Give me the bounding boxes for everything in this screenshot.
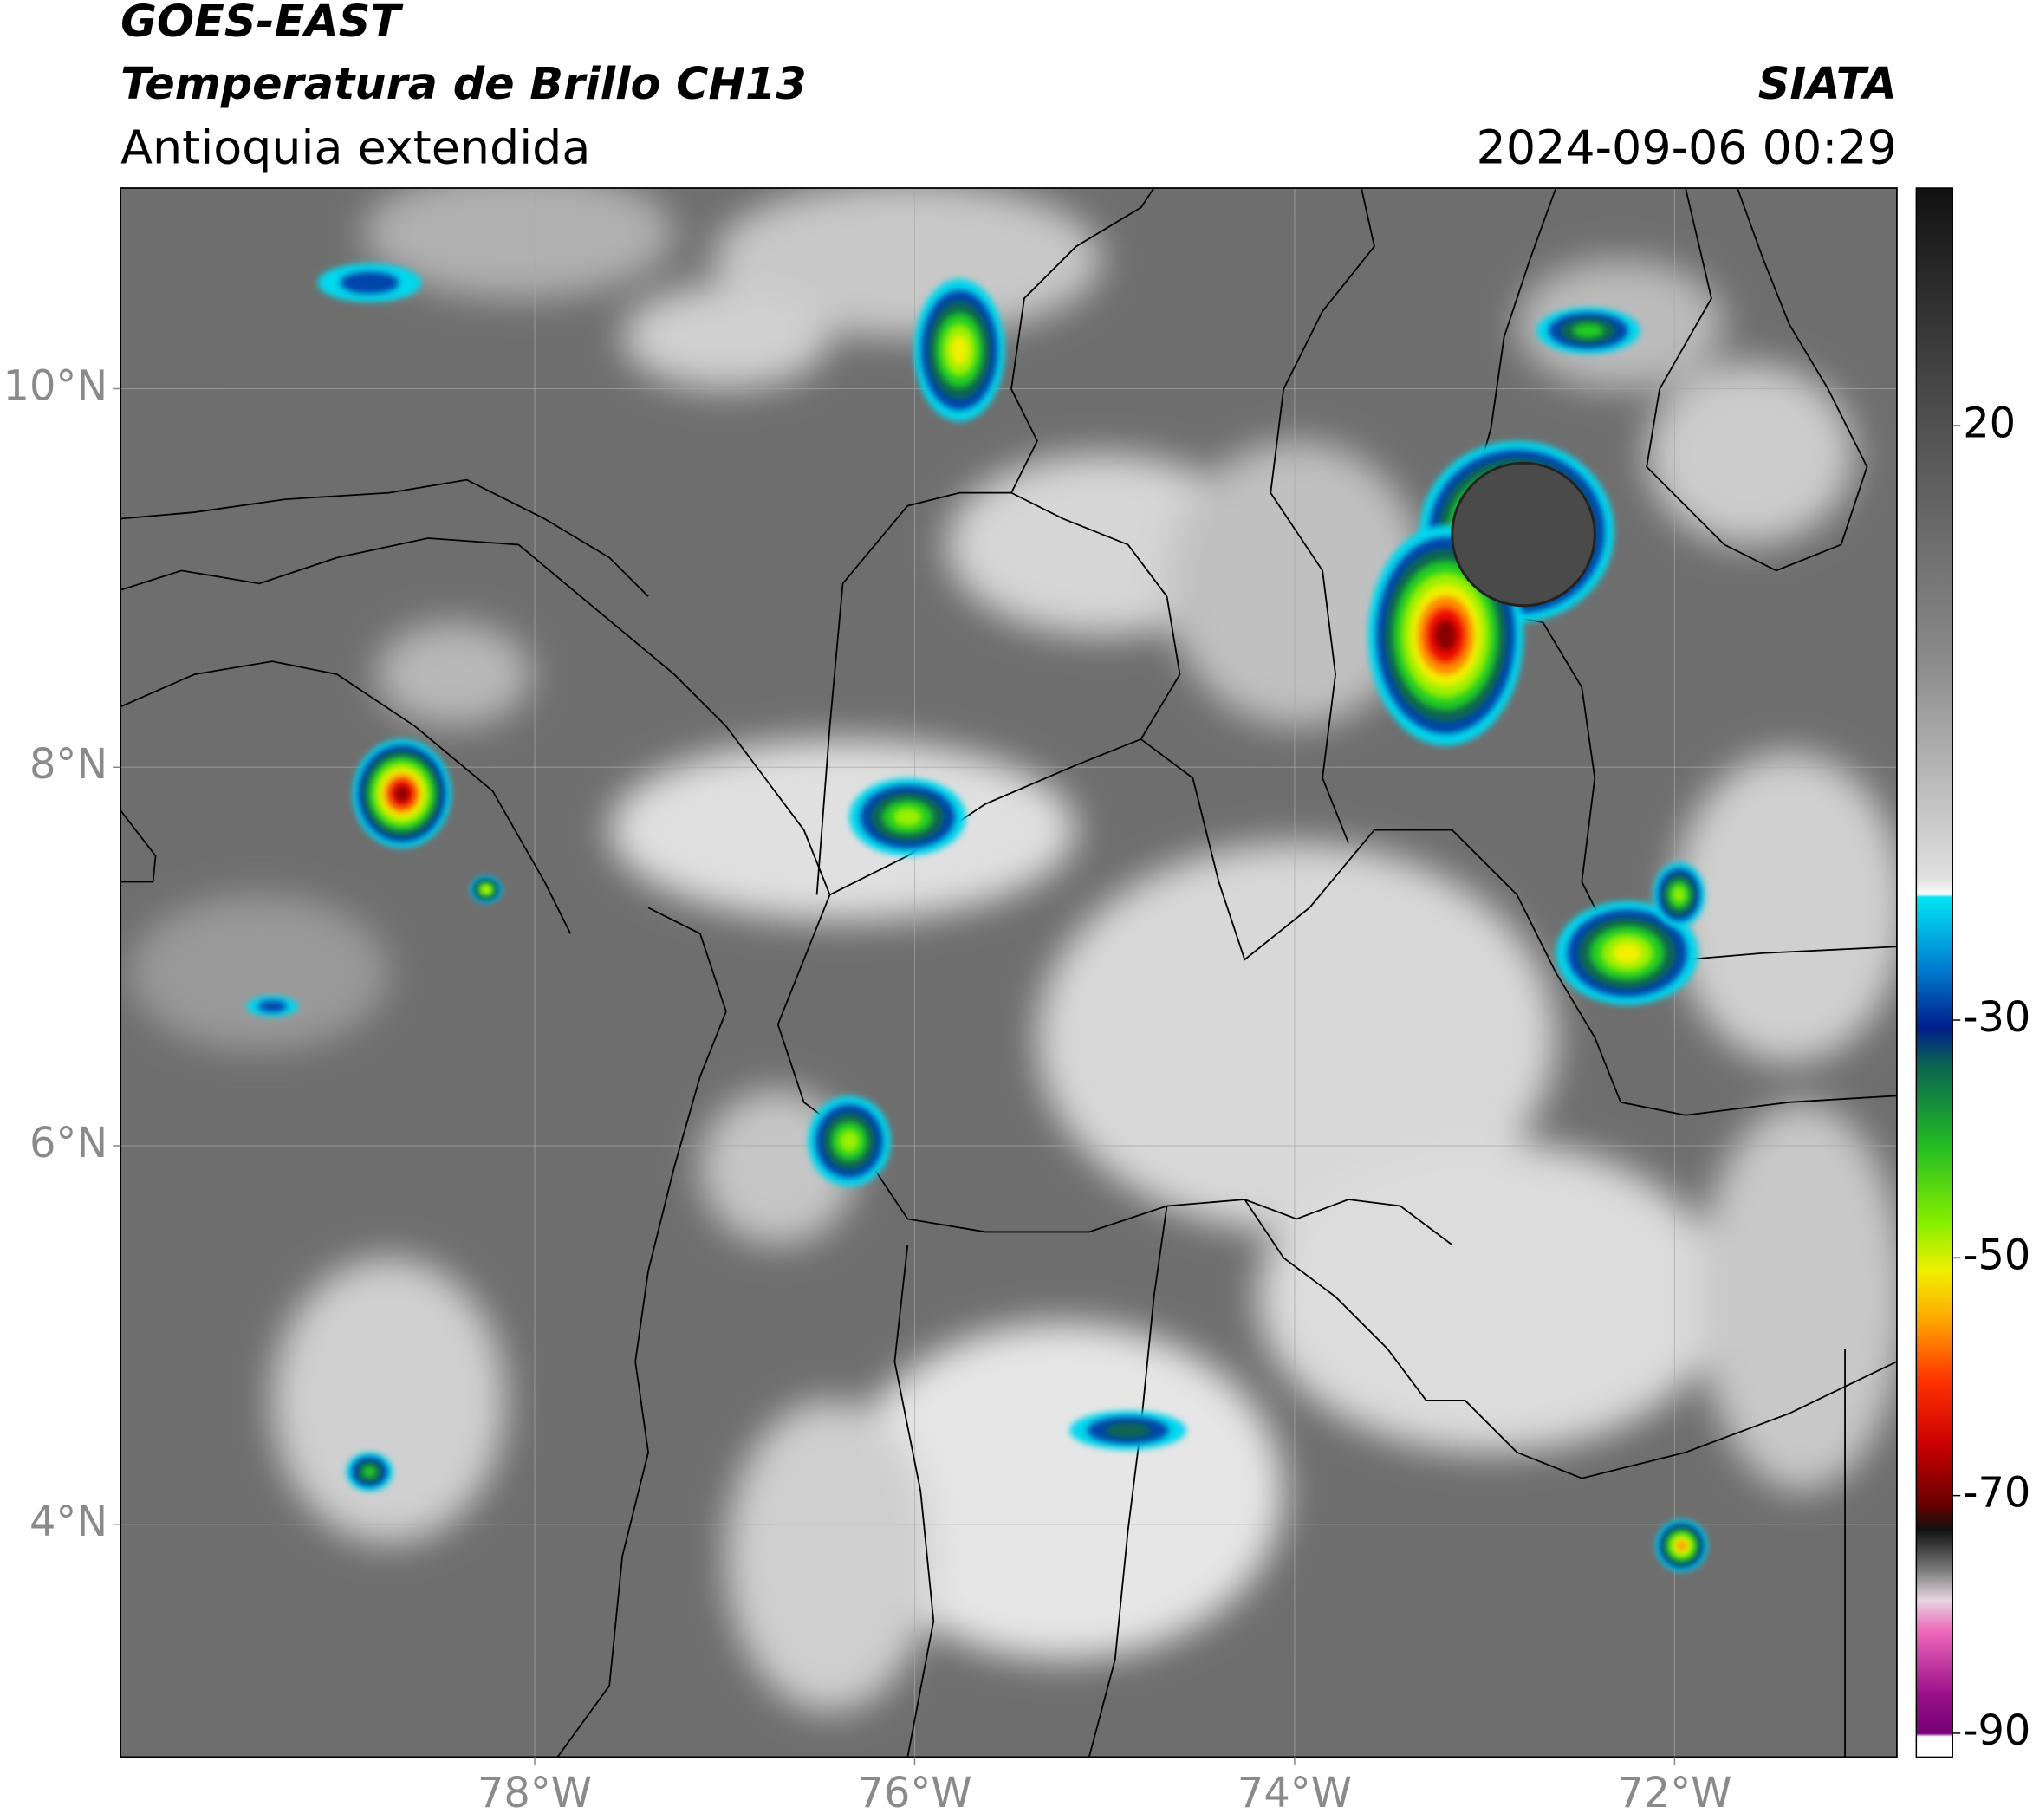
x-tick-label: 78°W (477, 1770, 592, 1817)
cloud (712, 188, 1102, 338)
cloud (622, 285, 830, 389)
x-tick-label: 74°W (1237, 1770, 1352, 1817)
colorbar-tick-label: -30 (1963, 994, 2030, 1042)
y-tick-label: 6°N (29, 1120, 107, 1167)
cloud (842, 1323, 1284, 1661)
timestamp: 2024-09-06 00:29 (1477, 120, 1897, 175)
storm-ring (839, 1129, 860, 1153)
storm-ring (1612, 942, 1642, 965)
source: SIATA (1758, 58, 1897, 109)
borders (120, 188, 1897, 1758)
storm-ring (257, 1000, 288, 1012)
cloud (362, 188, 674, 299)
x-tick-label: 76°W (857, 1770, 971, 1817)
cloud (1647, 362, 1854, 545)
storm-ring (340, 271, 399, 294)
storm-ring (893, 807, 922, 827)
cloud (609, 738, 1076, 921)
colorbar-ticks: 20 -30 -50 -70 -90 (1952, 400, 2030, 1755)
storm-ring (1572, 323, 1604, 338)
cloud (1166, 440, 1426, 726)
cloud (129, 894, 389, 1050)
storm-ring (1677, 1541, 1686, 1550)
storm-ring (1105, 1422, 1152, 1439)
cloud (272, 1258, 506, 1544)
x-tick-label: 72°W (1617, 1770, 1731, 1817)
colorbar (1915, 187, 1953, 1758)
cloud (1673, 751, 1897, 1063)
cold-cloud-tops (246, 263, 1708, 1572)
storm-ring (950, 335, 969, 366)
storm-ring (1673, 887, 1686, 903)
map-area (120, 188, 1897, 1758)
colorbar-tick-label: -50 (1963, 1232, 2030, 1279)
storm-ring (483, 887, 490, 893)
cloud-field (129, 188, 1897, 1713)
overshooting-top (1451, 461, 1596, 608)
cloud (1257, 1141, 1724, 1453)
map-axes: 78°W 76°W 74°W 72°W 10°N 8°N 6°N 4°N (3, 362, 1732, 1817)
cloud (1698, 1102, 1897, 1492)
cloud (375, 622, 532, 726)
cloud (725, 1400, 934, 1713)
storm-ring (394, 785, 409, 802)
colorbar-tick-label: -90 (1963, 1707, 2030, 1755)
cloud (1036, 842, 1556, 1232)
region: Antioquia extendida (120, 120, 590, 175)
y-tick-label: 10°N (3, 362, 108, 410)
y-tick-label: 8°N (29, 741, 107, 789)
storm-ring (1434, 620, 1457, 651)
storm-ring (362, 1466, 377, 1479)
y-tick-label: 4°N (29, 1498, 107, 1546)
colorbar-tick-label: -70 (1963, 1470, 2030, 1518)
subtitle: Temperatura de Brillo CH13 (120, 58, 807, 109)
title: GOES-EAST (120, 0, 404, 47)
map-frame (120, 187, 1898, 1758)
colorbar-tick-label: 20 (1963, 400, 2016, 447)
